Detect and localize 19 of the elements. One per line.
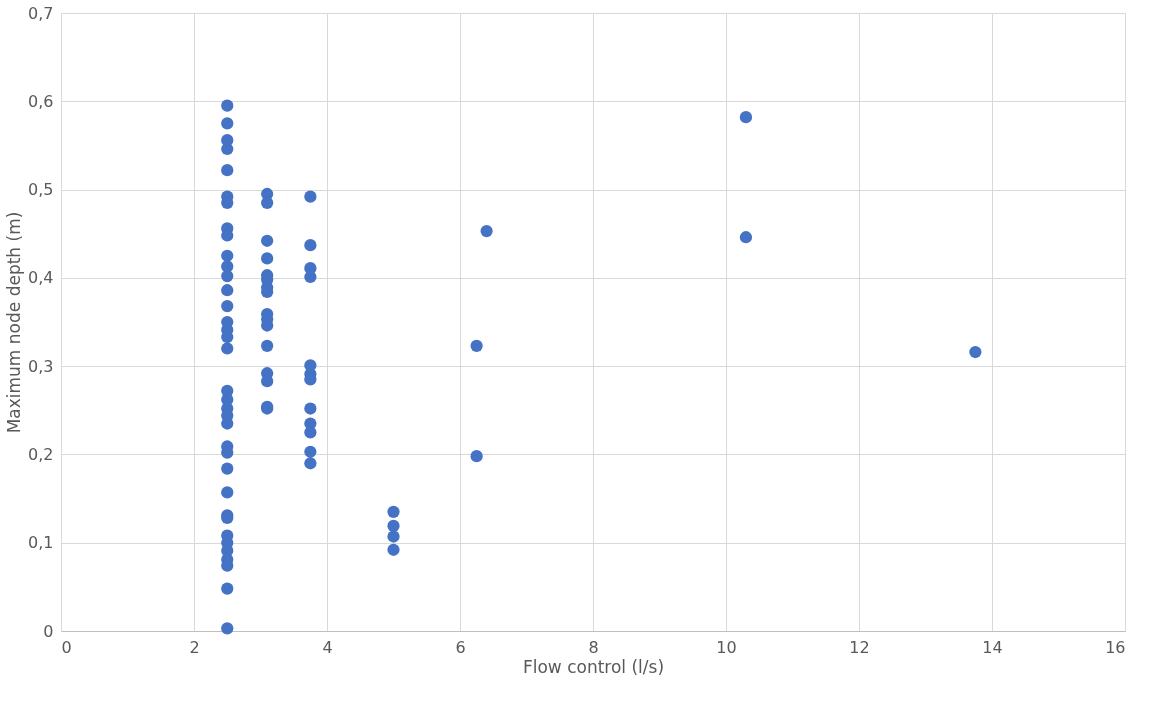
x-tick-label: 12	[849, 637, 870, 657]
y-tick-label: 0,6	[28, 91, 54, 111]
x-tick-label: 6	[455, 637, 466, 657]
x-tick-label: 10	[716, 637, 737, 657]
x-tick-label: 14	[982, 637, 1003, 657]
y-tick-label: 0	[43, 621, 54, 641]
y-axis-title: Maximum node depth (m)	[4, 211, 25, 434]
x-tick-label: 16	[1105, 637, 1126, 657]
y-tick-label: 0,5	[28, 180, 54, 200]
y-tick-label: 0,7	[28, 3, 54, 23]
x-axis-title: Flow control (l/s)	[522, 656, 665, 677]
y-tick-label: 0,3	[28, 356, 54, 376]
y-tick-label: 0,4	[28, 268, 54, 288]
y-tick-label: 0,1	[28, 533, 54, 553]
x-tick-label: 0	[61, 637, 72, 657]
y-tick-label: 0,2	[28, 444, 54, 464]
x-tick-label: 2	[189, 637, 200, 657]
x-tick-label: 4	[322, 637, 333, 657]
x-tick-label: 8	[588, 637, 599, 657]
